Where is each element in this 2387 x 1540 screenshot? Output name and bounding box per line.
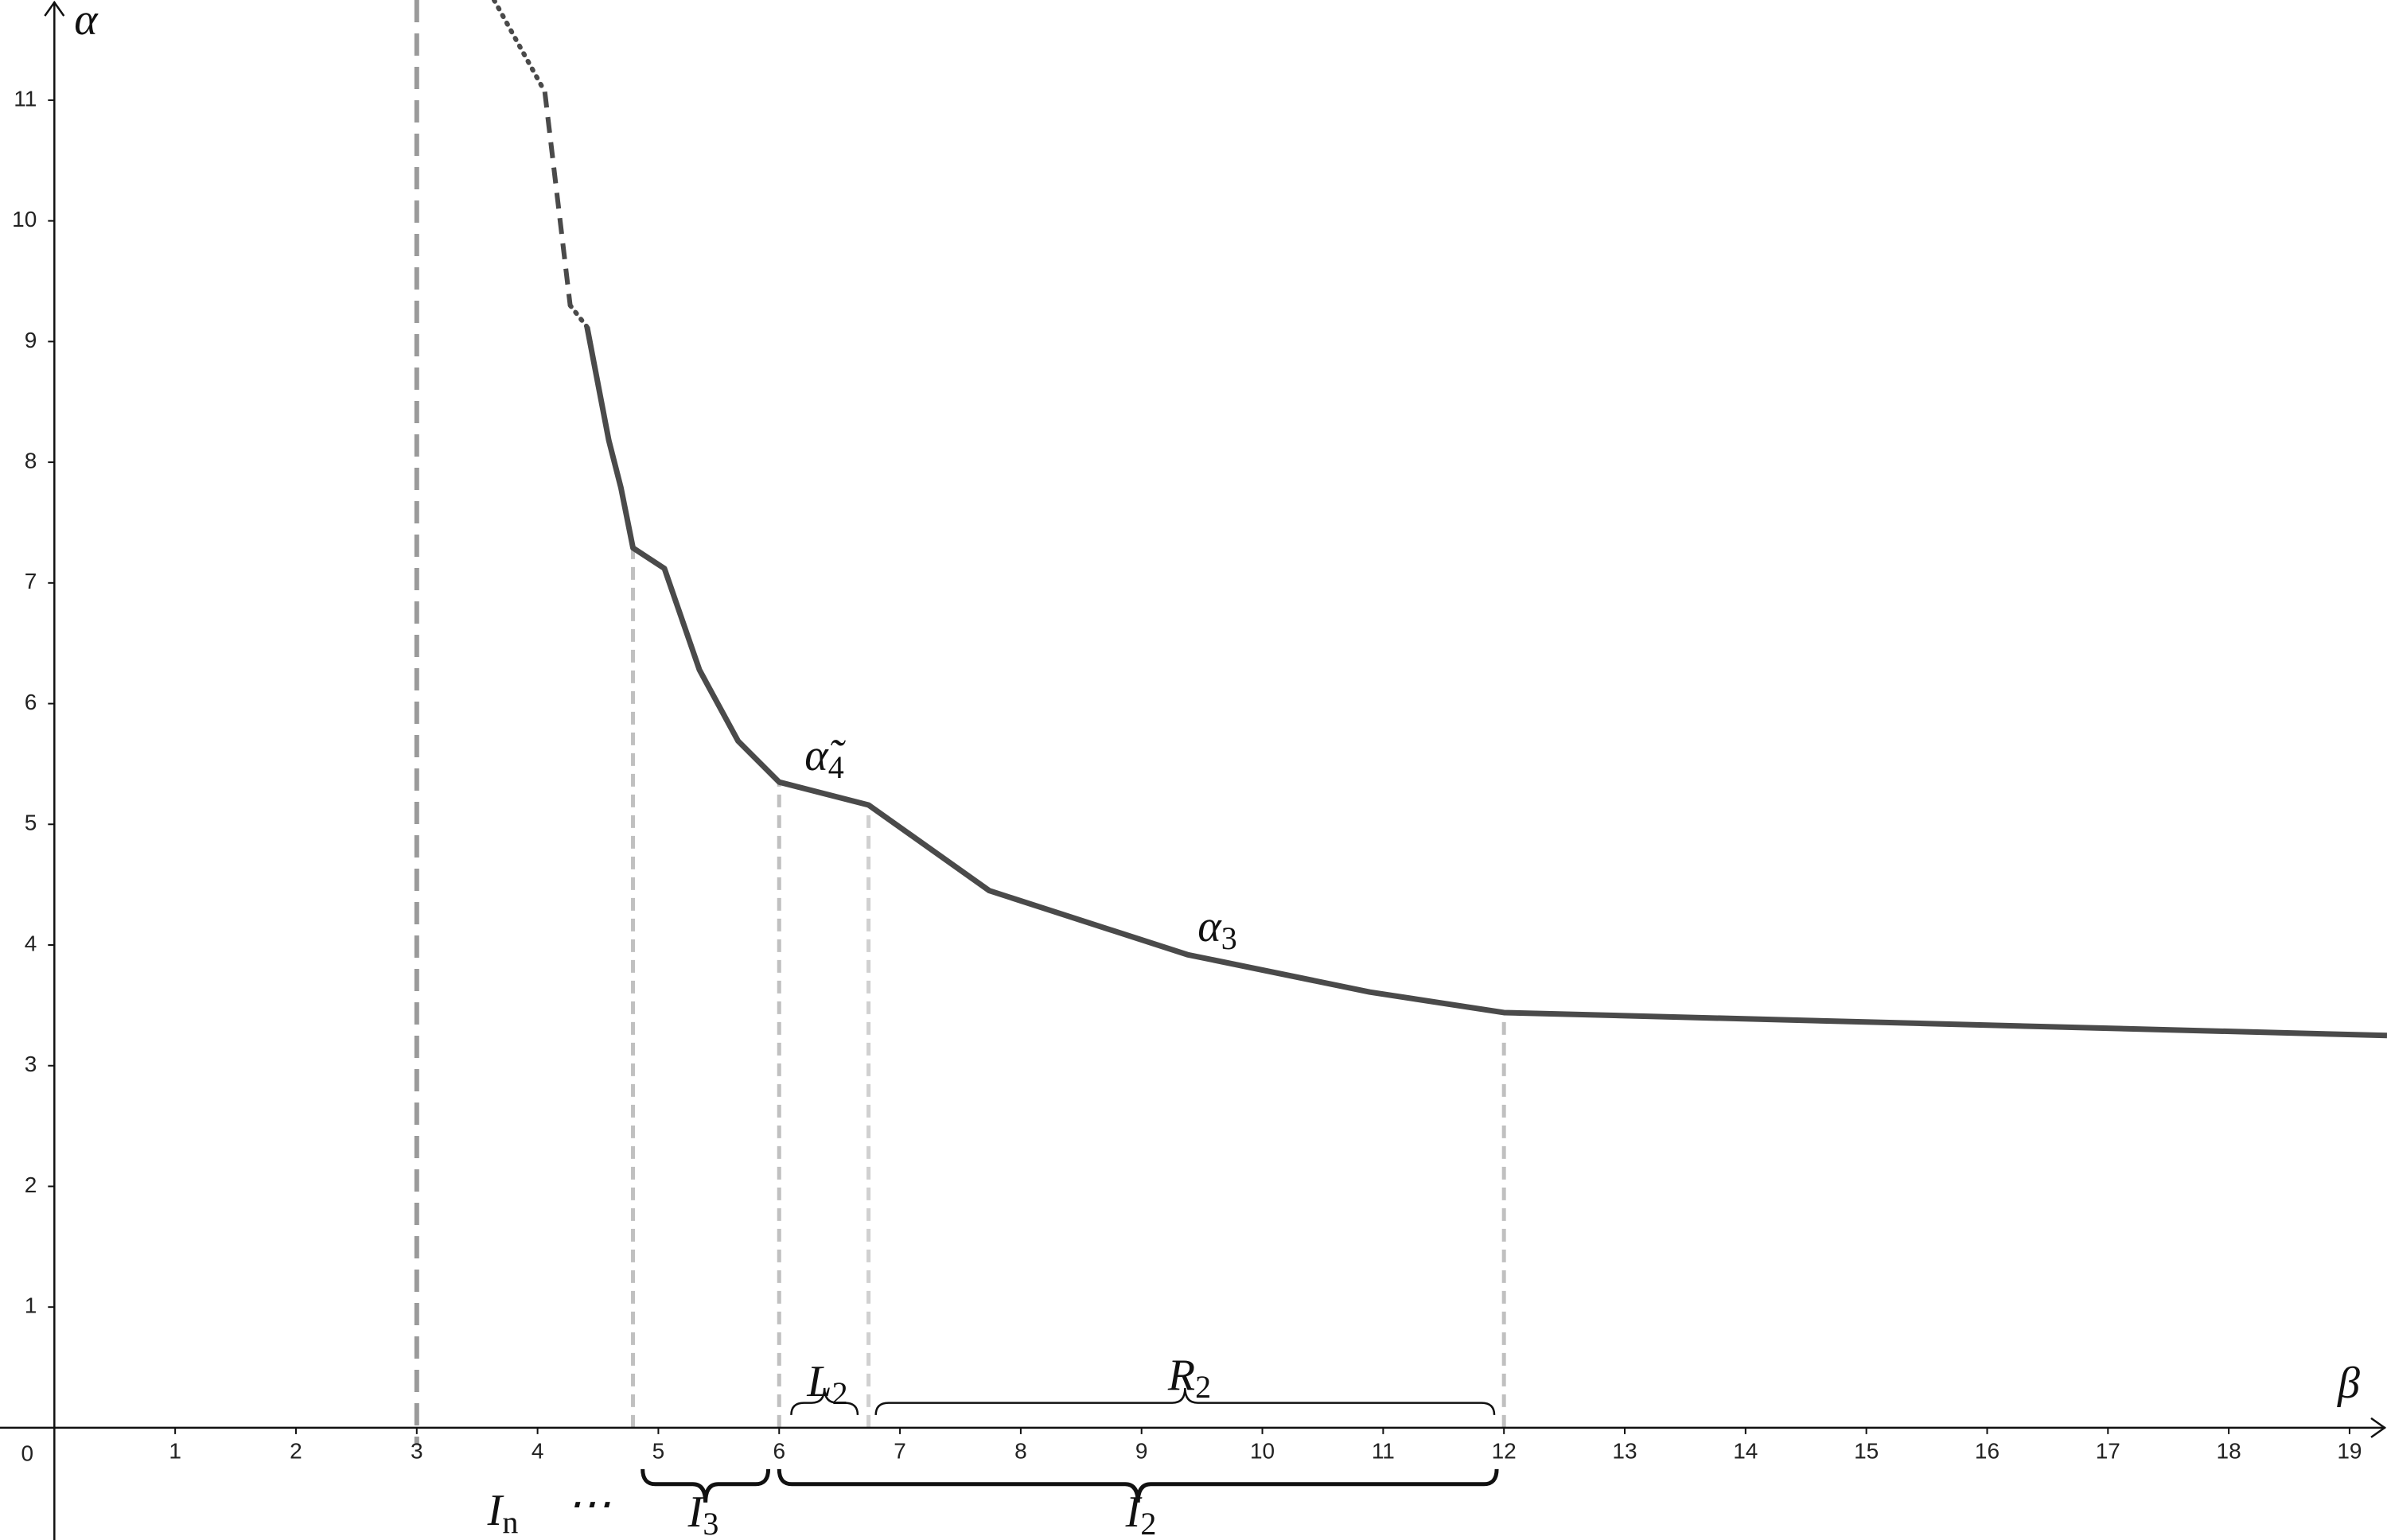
annotation: I2 xyxy=(1125,1488,1157,1540)
curve-dotted xyxy=(491,0,547,95)
curve-solid xyxy=(584,326,2387,1039)
brace xyxy=(790,1387,859,1415)
y-tick-label: 11 xyxy=(14,86,37,111)
x-tick-label: 18 xyxy=(2217,1438,2241,1463)
y-tick-label: 3 xyxy=(25,1052,37,1076)
annotation-subscript: 4 xyxy=(828,749,844,785)
annotation-subscript: 2 xyxy=(1140,1506,1156,1540)
x-tick-label: 15 xyxy=(1854,1438,1879,1463)
annotation-text: ⋯ xyxy=(567,1480,611,1529)
x-tick-label: 9 xyxy=(1135,1438,1148,1463)
y-tick-label: 7 xyxy=(25,569,37,593)
annotation-text: L xyxy=(806,1357,831,1406)
annotation-text: α xyxy=(1197,902,1222,951)
labels: 0 1 2 3 4 5 6 7 8 9 10 11 12 13 14 15 16 17 18 191234567891… xyxy=(12,0,2362,1540)
y-axis-arrow xyxy=(44,0,65,17)
x-tick-label: 12 xyxy=(1492,1438,1517,1463)
x-tick-label: 7 xyxy=(894,1438,906,1463)
brace xyxy=(874,1387,1496,1415)
x-tick-label: 8 xyxy=(1014,1438,1027,1463)
x-tick-label: 16 xyxy=(1975,1438,2000,1463)
annotation-subscript: 3 xyxy=(703,1506,718,1540)
y-axis-label: α xyxy=(74,0,99,45)
reference-lines xyxy=(414,0,1506,1445)
y-tick-label: 10 xyxy=(12,207,37,231)
x-tick-label: 14 xyxy=(1733,1438,1758,1463)
annotation-text: I xyxy=(487,1486,504,1535)
y-tick-label: 5 xyxy=(25,811,37,835)
annotation: I3 xyxy=(687,1488,719,1540)
brace xyxy=(641,1468,771,1503)
x-axis-label: β xyxy=(2337,1359,2360,1408)
curve xyxy=(491,0,2387,1039)
annotation: α3 xyxy=(1197,902,1236,956)
annotation-text: R xyxy=(1167,1351,1195,1400)
x-tick-label: 13 xyxy=(1612,1438,1637,1463)
y-tick-label: 6 xyxy=(25,690,37,714)
curve-dashed xyxy=(542,91,573,306)
x-tick-label: 0 xyxy=(21,1441,34,1465)
y-tick-label: 1 xyxy=(25,1293,37,1318)
x-tick-label: 6 xyxy=(773,1438,785,1463)
x-tick-label: 3 xyxy=(411,1438,423,1463)
annotation-subscript: n xyxy=(502,1504,518,1540)
annotation: ⋯ xyxy=(567,1480,611,1529)
annotation-subscript: 2 xyxy=(1195,1369,1211,1405)
annotation-subscript: 2 xyxy=(832,1375,848,1411)
x-tick-label: 10 xyxy=(1250,1438,1275,1463)
x-tick-label: 17 xyxy=(2096,1438,2120,1463)
x-tick-label: 19 xyxy=(2337,1438,2362,1463)
annotation: L2 xyxy=(806,1357,847,1411)
annotation: R2 xyxy=(1167,1351,1211,1405)
y-tick-label: 2 xyxy=(25,1172,37,1197)
x-tick-label: 2 xyxy=(290,1438,302,1463)
annotation-text: I xyxy=(1125,1488,1143,1537)
x-tick-label: 5 xyxy=(652,1438,665,1463)
x-tick-label: 4 xyxy=(532,1438,544,1463)
x-tick-label: 11 xyxy=(1372,1438,1395,1463)
x-axis-arrow xyxy=(2370,1417,2387,1438)
braces xyxy=(641,1387,1499,1503)
annotation-subscript: 3 xyxy=(1221,920,1237,956)
x-tick-label: 1 xyxy=(169,1438,181,1463)
annotation-text: I xyxy=(687,1488,705,1537)
curve-dotted xyxy=(567,302,590,330)
y-tick-label: 4 xyxy=(25,931,37,955)
y-tick-label: 8 xyxy=(25,448,37,472)
annotation: In xyxy=(487,1486,519,1540)
y-tick-label: 9 xyxy=(25,328,37,352)
annotation: α̃4 xyxy=(804,731,846,785)
